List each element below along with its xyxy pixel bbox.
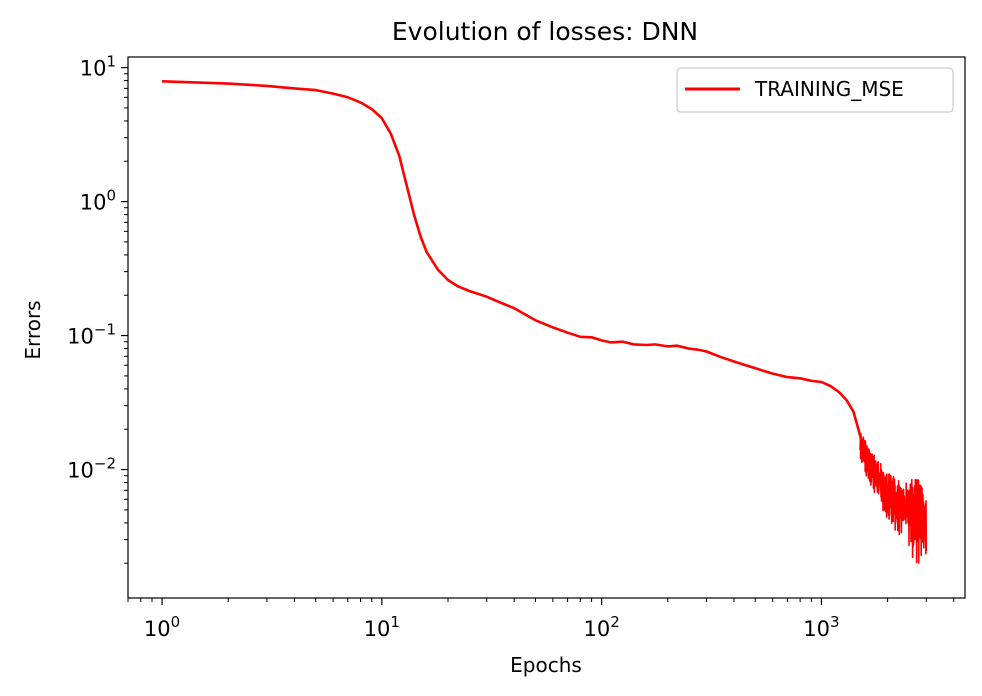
series-layer xyxy=(161,80,928,564)
x-tick-label: 100 xyxy=(144,613,180,641)
chart-title: Evolution of losses: DNN xyxy=(392,17,698,46)
series-line-training-mse xyxy=(161,80,928,532)
x-axis-label: Epochs xyxy=(510,653,582,677)
x-tick-label: 101 xyxy=(364,613,400,641)
x-tick-label: 103 xyxy=(803,613,839,641)
x-tick-label: 102 xyxy=(583,613,619,641)
y-tick-label: 10−2 xyxy=(67,455,116,483)
legend: TRAINING_MSE xyxy=(676,67,954,113)
x-axis-ticks: 100 101 102 103 xyxy=(127,598,955,641)
axes-frame xyxy=(127,56,966,599)
legend-box xyxy=(676,67,954,113)
y-axis-label: Errors xyxy=(21,300,45,359)
plot-area: 100 101 102 103 101 100 10−1 10−2 xyxy=(67,53,966,641)
y-tick-label: 10−1 xyxy=(67,321,116,349)
legend-label-training-mse: TRAINING_MSE xyxy=(754,77,904,101)
y-axis-ticks: 101 100 10−1 10−2 xyxy=(67,53,128,564)
y-tick-label: 101 xyxy=(80,53,116,81)
y-tick-label: 100 xyxy=(80,187,116,215)
